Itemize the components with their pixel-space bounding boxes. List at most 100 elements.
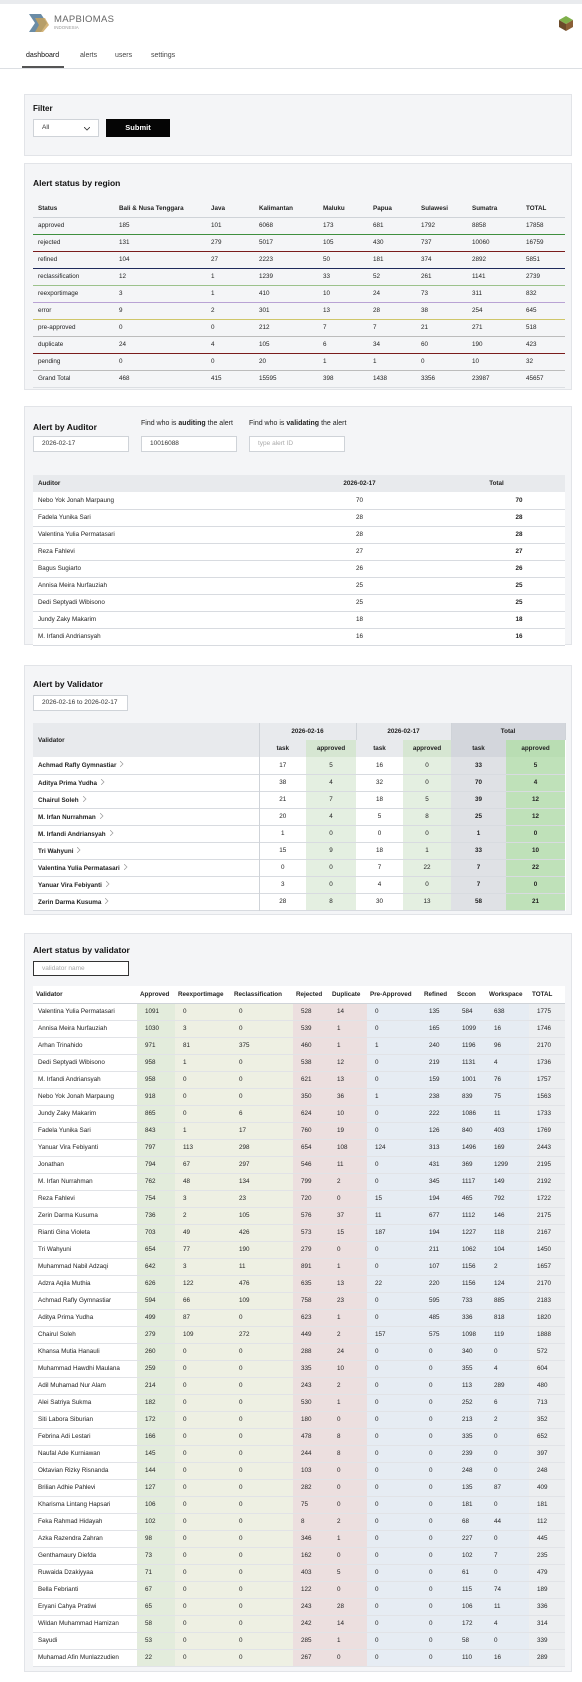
validating-placeholder: type alert ID [258, 440, 294, 447]
cell: 595 [421, 1292, 454, 1309]
column-header: Approved [140, 990, 170, 998]
cell: 2 [486, 1411, 529, 1428]
cell: 70 [451, 774, 506, 791]
cell: 0 [421, 1564, 454, 1581]
date-range-value: 2026-02-16 to 2026-02-17 [42, 699, 118, 706]
cell: 227 [454, 1530, 486, 1547]
cell: 288 [293, 1343, 329, 1360]
column-header: Validator [36, 990, 63, 998]
search-label: Find who is auditing the alert [141, 420, 233, 427]
cell: 22 [506, 859, 566, 876]
auditor-row: Reza Fahlevi 27 27 [33, 543, 565, 560]
value: 58 [474, 898, 482, 905]
cell: 762 [137, 1173, 175, 1190]
validator-name[interactable]: Valentina Yulia Permatasari [38, 864, 120, 872]
avatar[interactable] [558, 15, 574, 32]
value-cell: 10060 [472, 239, 490, 246]
value-cell: 3356 [421, 375, 436, 382]
chevron-right [109, 829, 114, 836]
validating-input[interactable]: type alert ID [249, 436, 345, 452]
cell: 23 [231, 1190, 293, 1207]
cell: 76 [486, 1071, 529, 1088]
value: 13 [423, 898, 431, 905]
cell: 1196 [454, 1037, 486, 1054]
column-header: Status [38, 204, 58, 212]
cell: Valentina Yulia Permatasari [33, 1003, 137, 1020]
cell: 2 [329, 1173, 367, 1190]
value-cell: 45657 [526, 375, 544, 382]
validator-name[interactable]: Aditya Prima Yudha [38, 779, 98, 787]
filter-select[interactable]: All [33, 119, 99, 137]
value-cell: 301 [259, 307, 270, 314]
value-cell: 6 [323, 341, 327, 348]
validator-name[interactable]: M. Irfandi Andriansyah [38, 830, 106, 838]
cell: 194 [421, 1190, 454, 1207]
value-cell: 737 [421, 239, 432, 246]
validator-name[interactable]: Yanuar Vira Febiyanti [38, 881, 102, 889]
cell: M. Irfan Nurrahman [33, 808, 260, 825]
cell: 460 [293, 1037, 329, 1054]
auditing-input[interactable]: 10016088 [141, 436, 237, 452]
cell: 345 [421, 1173, 454, 1190]
cell: Tri Wahyuni [33, 842, 260, 859]
value-cell: 0 [211, 324, 215, 331]
cell: 0 [175, 1530, 231, 1547]
value: 33 [474, 847, 482, 854]
nav-tab[interactable]: users [115, 52, 133, 59]
cell: 13 [403, 893, 451, 910]
cell: 127 [137, 1479, 175, 1496]
cell: 375 [231, 1037, 293, 1054]
validator-search[interactable]: validator name [33, 961, 129, 976]
validator-name[interactable]: M. Irfan Nurrahman [38, 813, 96, 821]
cell: 0 [175, 1598, 231, 1615]
cell: 2167 [529, 1224, 565, 1241]
cell: 109 [231, 1292, 293, 1309]
cell: 5 [506, 757, 566, 774]
label-part: validating [286, 420, 320, 427]
cell: 840 [454, 1122, 486, 1139]
section-title: Alert status by region [33, 178, 121, 188]
value: 0 [329, 864, 333, 871]
value-cell: 0 [421, 358, 425, 365]
cell: 19 [329, 1122, 367, 1139]
cell: 279 [137, 1326, 175, 1343]
validator-row: Chairul Soleh 21 7 18 5 39 12 [33, 791, 566, 808]
date-input[interactable]: 2026-02-17 [33, 436, 129, 452]
column-header: Kalimantan [259, 204, 293, 212]
cell: 11 [367, 1207, 421, 1224]
value: 0 [425, 779, 429, 786]
cell: 112 [529, 1513, 565, 1530]
cell: 0 [231, 1088, 293, 1105]
cell: 0 [175, 1513, 231, 1530]
value-cell: 415 [211, 375, 222, 382]
nav-tab[interactable]: settings [151, 52, 176, 59]
cell: 0 [367, 1377, 421, 1394]
region-row: Grand Total 468 415 15595 398 1438 3356 23987 45… [33, 370, 565, 387]
cell: 1775 [529, 1003, 565, 1020]
cell: 891 [293, 1258, 329, 1275]
cell: 0 [231, 1071, 293, 1088]
auditor-row: Fadela Yunika Sari 28 28 [33, 509, 565, 526]
group-header: Total [451, 723, 566, 740]
value: 15 [279, 847, 287, 854]
nav-tab[interactable]: alerts [80, 52, 98, 59]
status-cell: pending [38, 358, 61, 365]
cell: Nebo Yok Jonah Marpaung [33, 1088, 137, 1105]
cell: 0 [175, 1105, 231, 1122]
submit-button[interactable]: Submit [106, 119, 170, 137]
validator-name[interactable]: Tri Wahyuni [38, 847, 74, 855]
validator-name[interactable]: Zerin Darma Kusuma [38, 898, 102, 906]
cell: 1117 [454, 1173, 486, 1190]
value: 33 [474, 761, 482, 769]
validator-name[interactable]: Achmad Rafly Gymnastiar [38, 762, 117, 770]
cell: 918 [137, 1088, 175, 1105]
cell: Rianti Gina Violeta [33, 1224, 137, 1241]
validator-name[interactable]: Chairul Soleh [38, 796, 79, 804]
filter-card: Filter All Submit [24, 94, 572, 156]
cell: 24 [329, 1343, 367, 1360]
nav-tab[interactable]: dashboard [26, 52, 60, 59]
value-cell: 6068 [259, 222, 274, 229]
cell: 110 [454, 1649, 486, 1666]
cell: 1746 [529, 1020, 565, 1037]
date-range-input[interactable]: 2026-02-16 to 2026-02-17 [33, 695, 128, 711]
